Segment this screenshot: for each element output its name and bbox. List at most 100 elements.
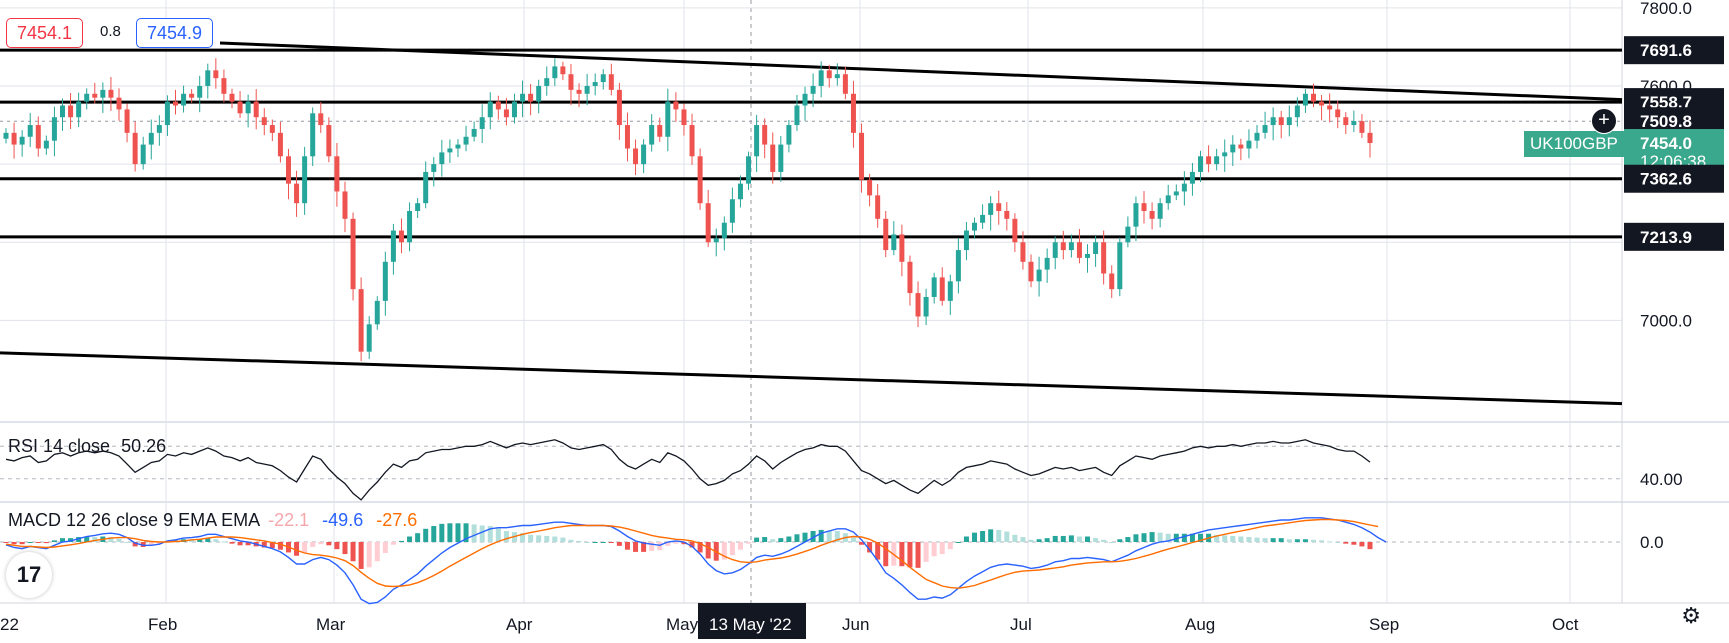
crosshair-date-box — [698, 603, 806, 639]
macd-histogram-bar — [1367, 542, 1373, 550]
macd-signal-value: -27.6 — [376, 510, 418, 530]
candle-body — [1109, 273, 1115, 290]
macd-histogram-bar — [447, 523, 453, 542]
macd-histogram-bar — [592, 542, 598, 543]
candle-body — [552, 66, 558, 79]
macd-histogram-bar — [899, 542, 905, 567]
macd-histogram-bar — [1044, 538, 1050, 542]
tradingview-logo[interactable]: 17 — [6, 552, 52, 598]
candle-body — [326, 125, 332, 157]
candle-body — [802, 93, 808, 106]
candle-body — [229, 93, 235, 102]
price-axis[interactable]: 7000.07200.07400.07600.07800.07691.67558… — [1624, 0, 1724, 552]
macd-histogram-bar — [576, 540, 582, 542]
buy-price-button[interactable]: 7454.9 — [136, 18, 214, 48]
time-axis[interactable]: 22 Feb Mar Apr May Jun Jul Aug Sep Oct 13 May '22 — [0, 603, 1579, 639]
candle-body — [140, 144, 146, 165]
price-label-box — [1624, 164, 1724, 193]
macd-histogram-bar — [27, 542, 33, 543]
macd-histogram-bar — [1254, 537, 1260, 542]
macd-histogram-bar — [51, 540, 57, 542]
candle-body — [915, 293, 921, 317]
macd-line — [5, 517, 1387, 605]
candle-body — [1076, 242, 1082, 258]
macd-histogram-bar — [11, 542, 17, 545]
macd-histogram-bar — [697, 542, 703, 553]
macd-histogram-bar — [3, 542, 9, 543]
candle-body — [253, 101, 259, 118]
signal-line — [5, 518, 1379, 589]
candle-body — [27, 125, 33, 137]
macd-histogram-bar — [996, 529, 1002, 542]
candle-body — [358, 289, 364, 352]
candle-body — [875, 195, 881, 219]
macd-histogram-bar — [1286, 539, 1292, 542]
macd-histogram-bar — [608, 542, 614, 543]
macd-histogram-bar — [600, 542, 606, 543]
candle-body — [980, 214, 986, 223]
candle-body — [277, 132, 283, 157]
macd-histogram-bar — [479, 525, 485, 542]
macd-histogram-bar — [334, 542, 340, 550]
macd-histogram-bar — [1012, 534, 1018, 542]
support-resistance-lines — [0, 48, 1622, 239]
candle-body — [1335, 109, 1341, 118]
macd-histogram-bar — [1028, 539, 1034, 542]
candle-body — [439, 152, 445, 165]
sell-price-button[interactable]: 7454.1 — [6, 18, 84, 48]
candle-body — [487, 101, 493, 118]
candle-body — [705, 203, 711, 243]
candle-body — [1206, 156, 1212, 165]
candle-body — [302, 156, 308, 204]
price-label-box — [1624, 36, 1724, 65]
macd-histogram-bar — [1327, 541, 1333, 543]
macd-histogram-bar — [963, 536, 969, 542]
macd-histogram-bar — [221, 541, 227, 543]
rsi-legend[interactable]: RSI 14 close 50.26 — [8, 436, 166, 457]
candle-body — [834, 74, 840, 79]
macd-legend[interactable]: MACD 12 26 close 9 EMA EMA -22.1 -49.6 -… — [8, 510, 417, 531]
candle-body — [124, 109, 130, 133]
macd-histogram-bar — [1238, 536, 1244, 542]
candle-body — [641, 144, 647, 165]
candle-body — [1262, 125, 1268, 133]
candle-body — [1238, 144, 1244, 149]
candle-body — [1117, 242, 1123, 290]
candle-body — [156, 125, 162, 133]
candle-body — [423, 171, 429, 204]
macd-histogram-bar — [584, 542, 590, 543]
macd-histogram-bar — [826, 530, 832, 542]
macd-histogram-bar — [520, 533, 526, 542]
time-tick-label: Oct — [1552, 615, 1579, 634]
candle-body — [164, 101, 170, 126]
candle-body — [1012, 218, 1018, 243]
candle-body — [1343, 117, 1349, 126]
macd-histogram-bar — [455, 523, 461, 542]
candle-body — [76, 101, 82, 118]
candle-body — [931, 277, 937, 297]
plus-circle-icon[interactable]: + — [1591, 108, 1617, 134]
candle-body — [536, 85, 542, 102]
candle-body — [310, 113, 316, 157]
candle-body — [850, 93, 856, 133]
macd-histogram-bar — [156, 542, 162, 545]
candle-body — [1068, 242, 1074, 251]
time-tick-label: Aug — [1185, 615, 1215, 634]
candle-body — [1165, 195, 1171, 204]
time-tick-label: Jun — [842, 615, 869, 634]
macd-histogram-bar — [269, 542, 275, 549]
macd-histogram-bar — [552, 536, 558, 542]
price-label-text: 7454.0 — [1640, 134, 1692, 153]
macd-histogram-bar — [883, 542, 889, 567]
macd-histogram-bar — [1109, 542, 1115, 543]
macd-histogram-bar — [673, 542, 679, 544]
macd-histogram-bar — [1359, 542, 1365, 547]
candle-body — [374, 300, 380, 325]
time-tick-label: May — [666, 615, 699, 634]
candle-body — [1125, 226, 1131, 243]
macd-histogram-bar — [988, 529, 994, 542]
time-tick-label: Sep — [1369, 615, 1399, 634]
macd-histogram-bar — [415, 533, 421, 542]
gear-icon[interactable]: ⚙ — [1681, 603, 1701, 628]
